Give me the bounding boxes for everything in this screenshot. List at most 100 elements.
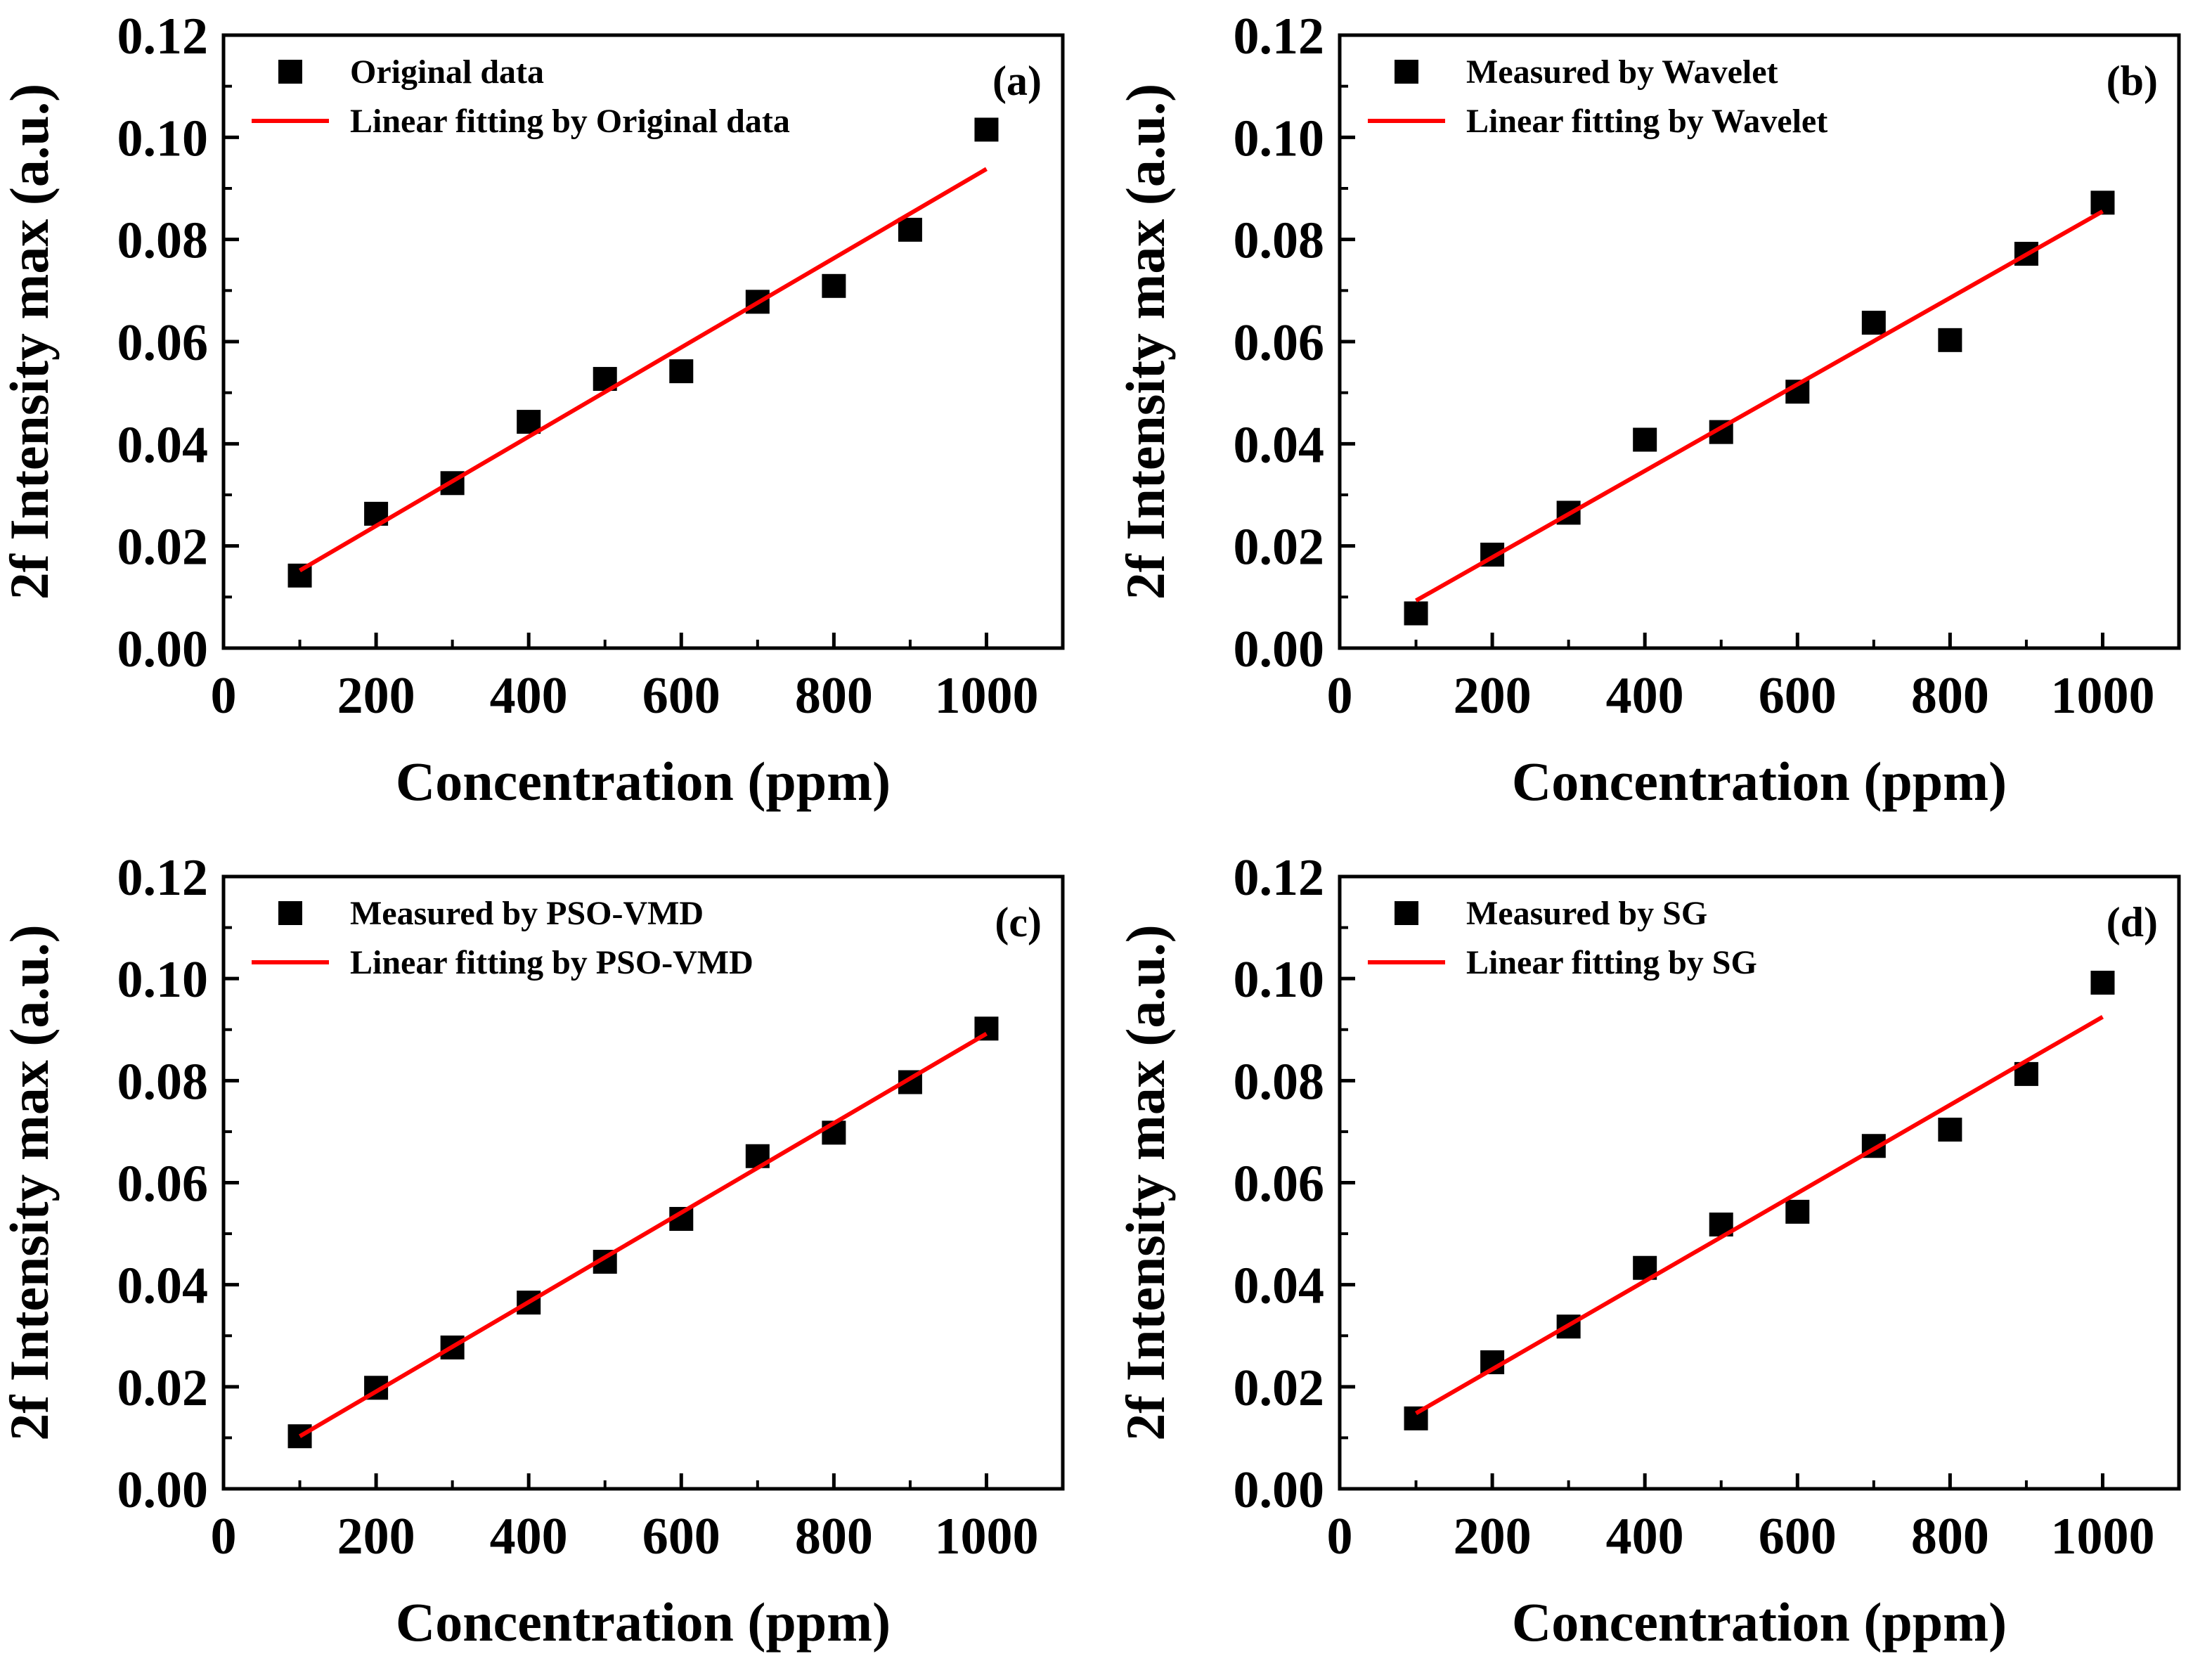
x-tick-label: 1000 [934, 1508, 1038, 1565]
data-point [1938, 1118, 1962, 1142]
y-tick-label: 0.06 [117, 314, 209, 372]
legend-label: Linear fitting by PSO-VMD [350, 944, 753, 981]
data-point [822, 273, 846, 298]
y-tick-label: 0.00 [1234, 621, 1325, 678]
y-tick-label: 0.10 [1234, 110, 1325, 167]
x-tick-label: 1000 [2050, 1508, 2154, 1565]
x-tick-label: 200 [1454, 1508, 1532, 1565]
data-point [1404, 601, 1428, 626]
x-axis-title: Concentration (ppm) [396, 751, 891, 812]
x-tick-label: 0 [1327, 667, 1353, 725]
y-tick-label: 0.08 [1234, 1053, 1325, 1111]
legend-marker-swatch [278, 60, 302, 84]
legend-label: Linear fitting by Wavelet [1466, 103, 1827, 140]
panel-label: (d) [2107, 899, 2158, 945]
y-tick-label: 0.12 [1234, 849, 1325, 907]
x-tick-label: 1000 [2050, 667, 2154, 725]
y-tick-label: 0.08 [117, 212, 209, 270]
y-tick-label: 0.02 [1234, 1359, 1325, 1417]
x-tick-label: 400 [1606, 1508, 1684, 1565]
y-tick-label: 0.06 [117, 1156, 209, 1213]
y-axis-title: 2f Intensity max (a.u.) [1115, 84, 1176, 600]
legend-label: Measured by SG [1466, 895, 1707, 932]
x-axis-title: Concentration (ppm) [396, 1591, 891, 1653]
y-tick-label: 0.02 [117, 1359, 209, 1417]
fit-line [1415, 209, 2104, 603]
y-tick-label: 0.12 [117, 849, 209, 907]
x-tick-label: 800 [795, 667, 873, 725]
y-tick-label: 0.04 [117, 1258, 209, 1315]
legend-label: Linear fitting by Original data [350, 103, 790, 140]
y-tick-label: 0.12 [117, 8, 209, 65]
y-tick-label: 0.10 [117, 951, 209, 1009]
fit-line [299, 167, 988, 573]
legend-marker-swatch [1395, 60, 1418, 84]
legend-label: Measured by PSO-VMD [350, 895, 704, 932]
x-tick-label: 400 [1606, 667, 1684, 725]
y-tick-label: 0.10 [1234, 951, 1325, 1009]
x-tick-label: 200 [337, 667, 415, 725]
fit-line [1415, 1015, 2104, 1416]
x-tick-label: 800 [1911, 1508, 1989, 1565]
data-point [1938, 328, 1962, 352]
y-tick-label: 0.00 [1234, 1461, 1325, 1519]
chart-panel-3: 0 200 400 600 800 1000 0.00 0.02 0.04 0.06 0.08 0.1… [1115, 849, 2181, 1653]
y-tick-label: 0.12 [1234, 8, 1325, 65]
legend: Measured by SG Linear fitting by SG [1368, 895, 1757, 981]
data-point [974, 117, 999, 142]
legend-marker-swatch [1395, 901, 1418, 925]
y-axis-title: 2f Intensity max (a.u.) [0, 924, 60, 1441]
y-tick-label: 0.00 [117, 621, 209, 678]
data-point [2090, 190, 2115, 215]
fit-line [299, 1031, 988, 1438]
y-axis-title: 2f Intensity max (a.u.) [0, 84, 60, 600]
data-point [1861, 311, 1886, 335]
legend: Original data Linear fitting by Original … [252, 53, 790, 140]
x-tick-label: 0 [211, 667, 237, 725]
x-tick-label: 800 [795, 1508, 873, 1565]
x-tick-label: 800 [1911, 667, 1989, 725]
y-tick-label: 0.02 [1234, 519, 1325, 576]
x-tick-label: 600 [1759, 667, 1837, 725]
y-tick-label: 0.08 [1234, 212, 1325, 270]
x-axis-title: Concentration (ppm) [1512, 1591, 2007, 1653]
x-tick-label: 600 [642, 667, 720, 725]
legend-label: Original data [350, 53, 544, 91]
y-axis-title: 2f Intensity max (a.u.) [1115, 924, 1176, 1441]
y-tick-label: 0.02 [117, 519, 209, 576]
x-axis-title: Concentration (ppm) [1512, 751, 2007, 812]
y-tick-label: 0.10 [117, 110, 209, 167]
y-tick-label: 0.04 [1234, 1258, 1325, 1315]
y-tick-label: 0.04 [117, 416, 209, 474]
x-tick-label: 600 [1759, 1508, 1837, 1565]
y-tick-label: 0.04 [1234, 416, 1325, 474]
x-tick-label: 200 [337, 1508, 415, 1565]
x-tick-label: 200 [1454, 667, 1532, 725]
data-point [287, 1424, 312, 1449]
panel-label: (c) [995, 899, 1042, 945]
data-point [669, 359, 694, 384]
data-point [2090, 970, 2115, 995]
panel-label: (b) [2107, 58, 2158, 104]
legend-label: Linear fitting by SG [1466, 944, 1757, 981]
chart-panel-2: 0 200 400 600 800 1000 0.00 0.02 0.04 0.06 0.08 0.1… [0, 849, 1065, 1653]
y-tick-label: 0.06 [1234, 314, 1325, 372]
chart-panel-0: 0 200 400 600 800 1000 0.00 0.02 0.04 0.06 0.08 0.1… [0, 8, 1065, 812]
legend: Measured by PSO-VMD Linear fitting by PSO… [252, 895, 753, 981]
x-tick-label: 0 [211, 1508, 237, 1565]
panel-label: (a) [992, 58, 1042, 104]
y-tick-label: 0.08 [117, 1053, 209, 1111]
y-tick-label: 0.00 [117, 1461, 209, 1519]
legend-marker-swatch [278, 901, 302, 925]
x-tick-label: 400 [490, 667, 568, 725]
y-tick-label: 0.06 [1234, 1156, 1325, 1213]
chart-panel-1: 0 200 400 600 800 1000 0.00 0.02 0.04 0.06 0.08 0.1… [1115, 8, 2181, 812]
x-tick-label: 0 [1327, 1508, 1353, 1565]
x-tick-label: 600 [642, 1508, 720, 1565]
x-tick-label: 400 [490, 1508, 568, 1565]
data-point [898, 217, 922, 242]
x-tick-label: 1000 [934, 667, 1038, 725]
data-point [1785, 1199, 1810, 1224]
legend: Measured by Wavelet Linear fitting by Wav… [1368, 53, 1827, 140]
